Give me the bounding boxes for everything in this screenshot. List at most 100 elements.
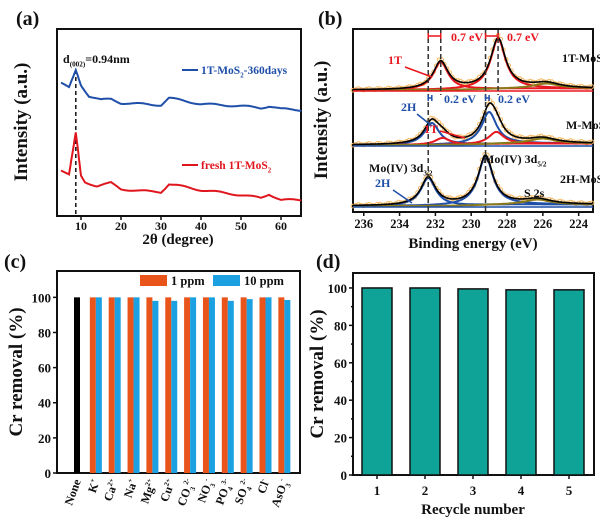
x-tick-label: 230 — [462, 217, 481, 231]
y-tick-label: 0 — [341, 468, 348, 483]
x-tick-label: K+ — [85, 477, 103, 494]
panel-label-c: (c) — [4, 251, 26, 273]
panel-a: 10 20 30 40 50 60 d(002)=0.94nm 1T-MoS2-360days… — [56, 28, 302, 233]
bar-10ppm — [152, 300, 159, 473]
b-xlabel: Binding energy (eV) — [408, 236, 537, 252]
data-point — [471, 130, 477, 136]
bar-1ppm — [184, 297, 191, 473]
a-xlabel: 2θ (degree) — [142, 232, 213, 248]
legend-label: 1 ppm — [171, 274, 205, 288]
legend-label: 10 ppm — [244, 274, 285, 288]
bar-1ppm — [202, 297, 209, 473]
x-tick-label: Ca2+ — [101, 477, 122, 503]
y-tick-label: 80 — [334, 318, 347, 333]
x-tick-label: 10 — [75, 219, 87, 233]
x-tick-label: CO32- — [174, 477, 199, 509]
x-tick-label: Na+ — [121, 477, 141, 499]
bar-10ppm — [227, 300, 234, 473]
fit-envelope — [353, 102, 593, 146]
plot-frame — [56, 270, 301, 474]
legend-swatch — [213, 275, 240, 286]
pointer-arrow — [416, 113, 433, 127]
shift-label: 0.7 eV — [507, 30, 539, 44]
y-tick-label: 60 — [334, 356, 347, 371]
plot-frame — [56, 28, 302, 217]
panel-label-d: (d) — [316, 251, 340, 273]
fit-component-S2s — [353, 198, 593, 207]
x-tick-label: SO42- — [232, 477, 257, 507]
x-tick-label: PO43- — [212, 477, 237, 508]
d-xlabel: Recycle number — [421, 502, 525, 518]
bar-none — [74, 297, 80, 473]
x-tick-label: NO3- — [194, 477, 218, 506]
x-tick-label: 2 — [422, 483, 429, 498]
label-2H: 2H — [375, 176, 391, 190]
x-tick-label: None — [62, 477, 85, 507]
x-tick-label: 4 — [518, 483, 525, 498]
spectrum-label: M-MoS2 — [566, 118, 600, 135]
bar-10ppm — [265, 297, 272, 473]
legend-label: fresh 1T-MoS2 — [201, 160, 272, 174]
bar-1ppm — [165, 297, 172, 473]
bar-recycle — [361, 287, 393, 476]
shift-label: 0.7 eV — [451, 30, 483, 44]
pointer-arrow — [439, 130, 466, 139]
x-tick-label: Cu2+ — [157, 477, 178, 503]
y-tick-label: 60 — [38, 361, 51, 376]
x-tick-label: 228 — [498, 217, 517, 231]
bar-10ppm — [133, 297, 140, 473]
bar-1ppm — [221, 297, 228, 473]
y-tick-label: 100 — [328, 281, 348, 296]
y-tick-label: 20 — [38, 431, 51, 446]
pointer-arrow — [404, 66, 433, 78]
c-ylabel: Cr removal (%) — [6, 307, 27, 436]
y-tick-label: 40 — [334, 393, 347, 408]
a-ylabel: Intensity (a.u.) — [11, 63, 32, 182]
xrd-series-line — [60, 67, 302, 112]
shift-label: 0.2 eV — [498, 92, 530, 106]
bar-1ppm — [240, 297, 247, 473]
d-ylabel: Cr removal (%) — [307, 309, 328, 438]
spectrum-label: 1T-MoS2 — [562, 51, 600, 68]
bar-1ppm — [146, 297, 153, 473]
legend-swatch — [140, 275, 167, 286]
bar-recycle — [457, 288, 489, 476]
pointer-arrow — [392, 189, 413, 204]
panel-label-a: (a) — [16, 8, 39, 30]
x-tick-label: 30 — [155, 219, 167, 233]
bar-1ppm — [278, 297, 285, 473]
y-tick-label: 80 — [38, 325, 51, 340]
bar-10ppm — [95, 297, 102, 473]
panel-label-b: (b) — [318, 8, 342, 30]
xrd-series-line — [60, 132, 302, 202]
label-mo-3d52: Mo(IV) 3d5/2 — [483, 152, 547, 169]
b-ylabel: Intensity (a.u.) — [311, 61, 332, 180]
bar-10ppm — [114, 297, 121, 473]
x-tick-label: 3 — [470, 483, 477, 498]
fit-envelope — [353, 154, 593, 207]
y-tick-label: 20 — [334, 431, 347, 446]
bar-recycle — [409, 287, 441, 476]
bar-1ppm — [108, 297, 115, 473]
x-tick-label: 226 — [533, 217, 552, 231]
x-tick-label: 232 — [426, 217, 445, 231]
panel-d: 0 20 40 60 80 100 1 2 3 4 5 — [328, 272, 595, 498]
fit-component-S2s — [353, 137, 593, 146]
x-tick-label: 40 — [195, 219, 207, 233]
bar-recycle — [505, 289, 537, 476]
plot-frame — [352, 28, 594, 213]
y-tick-label: 0 — [45, 466, 52, 481]
shift-label: 0.2 eV — [444, 92, 476, 106]
bar-10ppm — [246, 299, 253, 473]
x-tick-label: 5 — [566, 483, 573, 498]
panel-b: 236 234 232 230 228 226 224 0.7 eV 0.7 eV 0.2 eV 0… — [350, 28, 600, 231]
x-tick-label: 1 — [374, 483, 381, 498]
bar-1ppm — [259, 297, 266, 473]
x-tick-label: 236 — [354, 217, 373, 231]
bar-1ppm — [127, 297, 134, 473]
bar-10ppm — [208, 297, 215, 473]
y-tick-label: 40 — [38, 396, 51, 411]
x-tick-label: 50 — [235, 219, 247, 233]
fit-component-S2s — [353, 82, 593, 91]
